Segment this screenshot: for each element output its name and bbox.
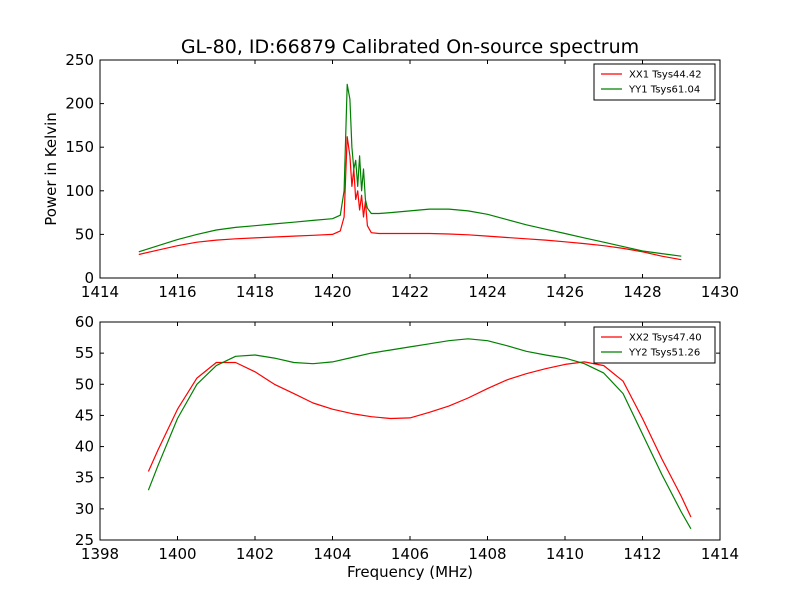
bottom-y-tick-label: 30 xyxy=(75,500,94,518)
top-y-tick-label: 200 xyxy=(65,95,94,113)
bottom-x-tick-label: 1406 xyxy=(391,545,429,563)
bottom-series-lines xyxy=(147,338,692,530)
bottom-x-tick-label: 1402 xyxy=(236,545,274,563)
bottom-series-line-yy2 xyxy=(147,338,692,530)
bottom-y-tick-label: 55 xyxy=(75,344,94,362)
bottom-x-tick-label: 1398 xyxy=(81,545,119,563)
top-x-tick-label: 1424 xyxy=(468,283,506,301)
bottom-legend-label-yy2: YY2 Tsys51.26 xyxy=(628,348,700,359)
bottom-y-tick-label: 25 xyxy=(75,531,94,549)
bottom-x-tick-label: 1408 xyxy=(468,545,506,563)
top-x-tick-label: 1416 xyxy=(158,283,196,301)
bottom-legend-label-xx2: XX2 Tsys47.40 xyxy=(629,333,702,344)
top-x-tick-label: 1430 xyxy=(701,283,739,301)
bottom-y-tick-label: 35 xyxy=(75,469,94,487)
top-y-tick-label: 250 xyxy=(65,51,94,69)
chart-title: GL-80, ID:66879 Calibrated On-source spe… xyxy=(181,36,639,58)
top-y-tick-label: 50 xyxy=(75,225,94,243)
top-legend: XX1 Tsys44.42 YY1 Tsys61.04 xyxy=(593,63,716,101)
top-legend-box xyxy=(593,63,716,101)
top-x-tick-label: 1426 xyxy=(546,283,584,301)
bottom-y-tick-label: 40 xyxy=(75,438,94,456)
top-series-lines xyxy=(138,83,682,261)
bottom-x-axis-label: Frequency (MHz) xyxy=(347,563,473,581)
bottom-y-tick-label: 45 xyxy=(75,406,94,424)
top-legend-label-xx1: XX1 Tsys44.42 xyxy=(629,70,702,81)
top-y-tick-label: 0 xyxy=(84,269,94,287)
bottom-x-tick-label: 1404 xyxy=(313,545,351,563)
bottom-axis-ticks: 1398 1400 1402 1404 1406 1408 1410 1412 1414 25 30… xyxy=(75,313,739,563)
bottom-series-line-xx2 xyxy=(147,361,692,518)
bottom-legend-box xyxy=(593,326,716,364)
top-x-tick-label: 1428 xyxy=(623,283,661,301)
top-y-tick-label: 150 xyxy=(65,138,94,156)
top-series-line-yy1 xyxy=(138,83,682,257)
bottom-x-tick-label: 1410 xyxy=(546,545,584,563)
top-x-tick-label: 1418 xyxy=(236,283,274,301)
bottom-y-tick-label: 50 xyxy=(75,375,94,393)
top-x-tick-label: 1414 xyxy=(81,283,119,301)
top-axis-ticks: 1414 1416 1418 1420 1422 1424 1426 1428 1430 0 50 1… xyxy=(65,51,739,301)
bottom-x-tick-label: 1412 xyxy=(623,545,661,563)
top-panel: 1414 1416 1418 1420 1422 1424 1426 1428 1430 0 50 1… xyxy=(42,51,739,301)
bottom-legend: XX2 Tsys47.40 YY2 Tsys51.26 xyxy=(593,326,716,364)
top-series-line-xx1 xyxy=(138,136,682,261)
top-y-tick-label: 100 xyxy=(65,182,94,200)
top-legend-label-yy1: YY1 Tsys61.04 xyxy=(628,85,700,96)
top-x-tick-label: 1422 xyxy=(391,283,429,301)
bottom-x-tick-label: 1400 xyxy=(158,545,196,563)
top-x-tick-label: 1420 xyxy=(313,283,351,301)
top-y-axis-label: Power in Kelvin xyxy=(42,112,60,226)
bottom-y-tick-label: 60 xyxy=(75,313,94,331)
bottom-x-tick-label: 1414 xyxy=(701,545,739,563)
bottom-panel: 1398 1400 1402 1404 1406 1408 1410 1412 1414 25 30… xyxy=(75,313,739,581)
